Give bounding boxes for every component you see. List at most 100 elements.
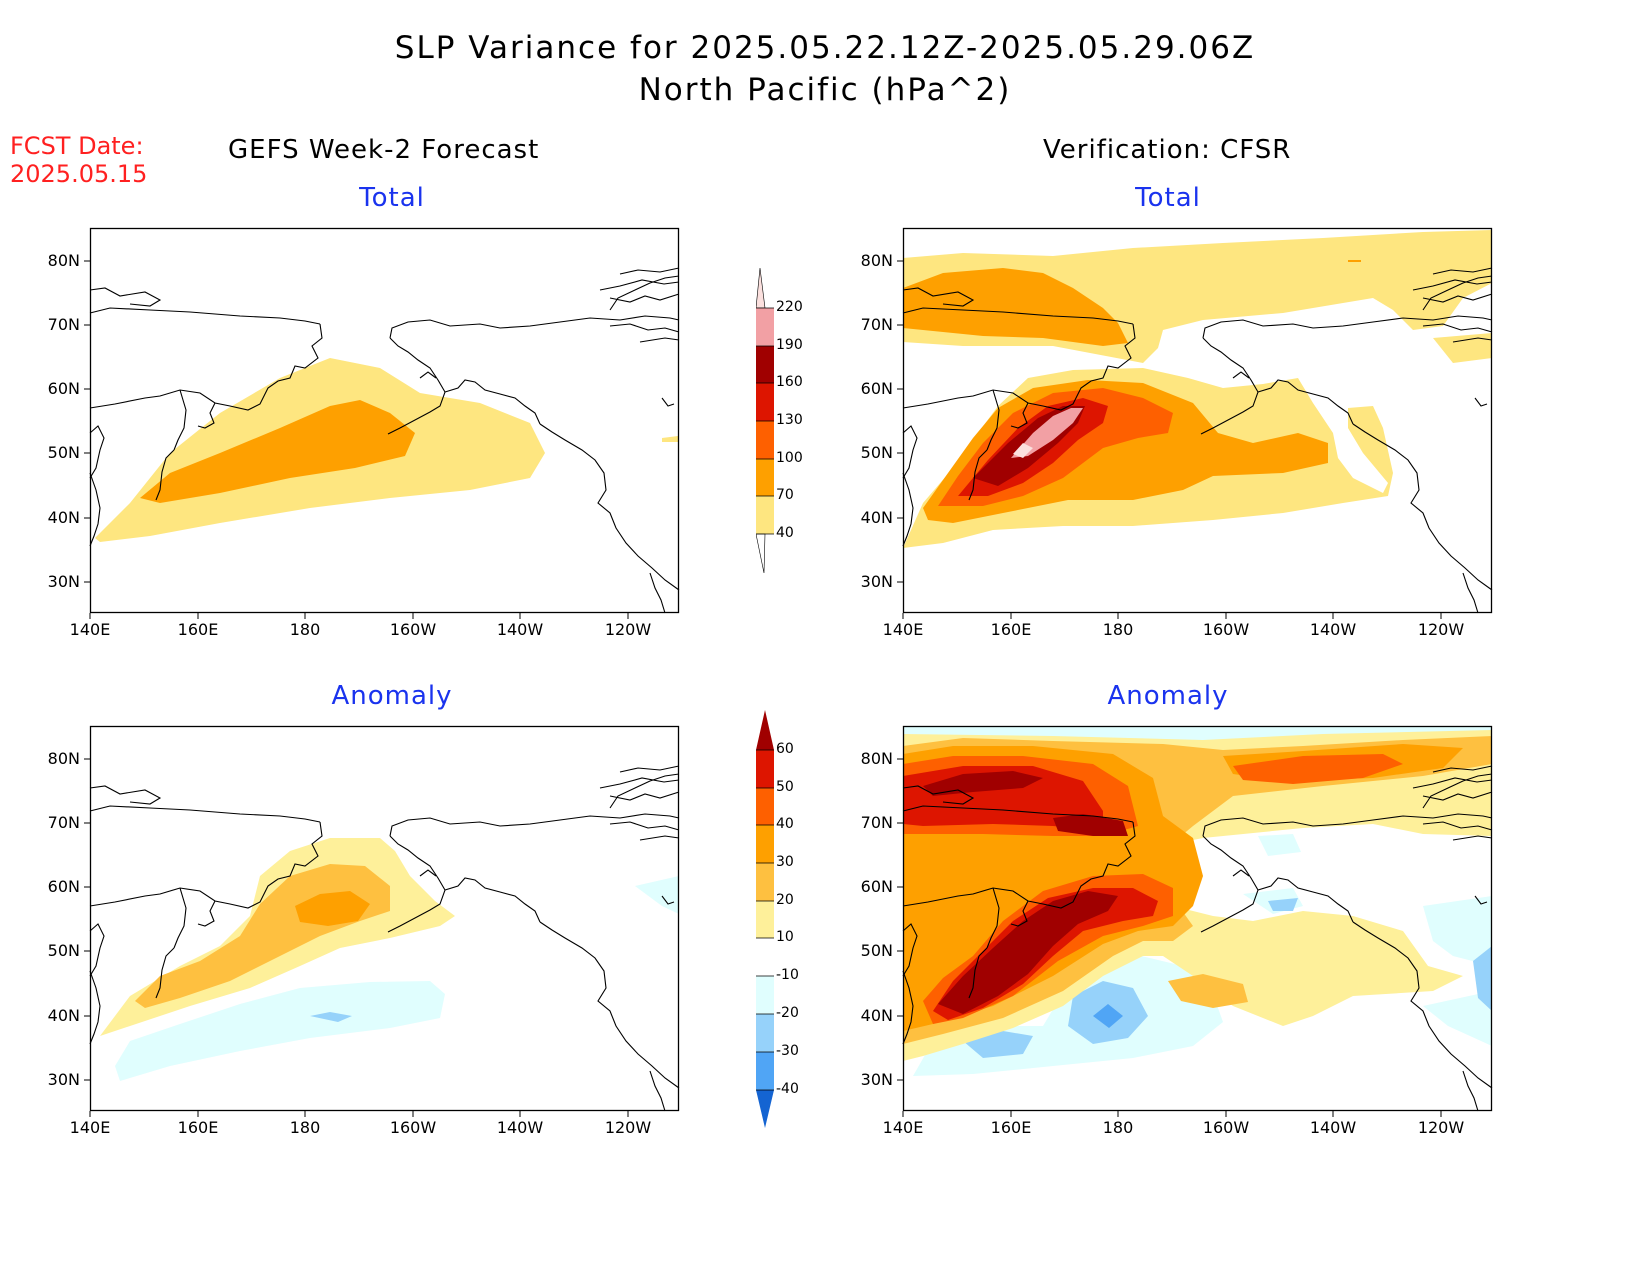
contour-fill [1423,896,1492,966]
contour-fill [310,1012,352,1022]
lat-label: 70N [47,813,80,832]
colorbar-swatch [756,496,774,534]
contour-fill [1473,946,1492,1011]
coastline [444,877,541,923]
colorbar-swatch [756,976,774,1014]
map-frame [902,725,1493,1112]
coastline [155,449,175,501]
colorbar-swatch [756,383,774,421]
coastline [1422,275,1493,311]
coastline [599,279,680,291]
colorbar-swatch [756,901,774,938]
panel-title-forecast-total: Total [359,183,425,213]
contour-fill [1268,898,1298,911]
contour-fill [1011,408,1083,458]
lon-label: 140E [882,620,924,639]
lon-label: 180 [289,620,321,639]
contour-fill [1093,1004,1123,1028]
contour-fill [662,436,678,442]
lon-label: 140E [69,1118,111,1137]
coastline [609,773,680,809]
map-frame [89,725,680,1112]
colorbar-swatch [755,533,766,574]
coastline [902,821,1136,909]
coastline [1422,773,1493,809]
coastline [639,835,680,841]
coastline [419,869,437,877]
colorbar-label: -40 [776,1081,799,1097]
lon-label: 140W [496,1118,544,1137]
lat-label: 50N [47,941,80,960]
coastline [1232,869,1250,877]
coastline [649,572,666,614]
coastline [1010,900,1029,927]
coastline [89,805,321,823]
map-canvas [897,227,1493,619]
coastline [89,307,321,325]
lon-label: 160W [389,620,437,639]
lat-label: 50N [47,443,80,462]
lon-label: 140W [1309,1118,1357,1137]
colorbar-label: -20 [776,1005,799,1021]
colorbar-label: 190 [776,337,803,353]
lat-label: 40N [47,1006,80,1025]
colorbar-label: 50 [776,779,794,795]
colorbar-swatch [756,346,774,383]
coastline [539,423,680,591]
coastline [1412,279,1493,291]
coastline [1352,423,1493,591]
coastline [1474,397,1488,407]
coastline [89,970,101,1045]
coastline [902,323,1136,411]
contour-fill [1013,443,1033,458]
coastline [1202,315,1493,339]
coastline [1474,895,1488,905]
colorbar-label: 40 [776,816,794,832]
contour-fill [115,981,445,1081]
colorbar-swatch [756,1014,774,1052]
coastline [968,947,988,999]
lon-label: 120W [604,1118,652,1137]
map-frame [902,227,1493,614]
colorbar-swatch [756,308,774,346]
contour-fill [1053,814,1128,836]
lon-label: 160E [990,1118,1032,1137]
fcst-date-value: 2025.05.15 [10,160,148,188]
coastline [1422,323,1493,333]
map-frame [89,227,680,614]
lat-label: 60N [860,877,893,896]
coastline [619,765,680,773]
map-verification-total: 80N 70N 60N 50N 40N 30N 140E 160E 180 160W 140W 120… [861,227,1493,639]
coastline [639,337,680,343]
colorbar-label: 20 [776,892,794,908]
coastline [1202,813,1493,837]
coastline [902,425,918,479]
lat-label: 30N [860,1070,893,1089]
contour-fill [635,876,679,914]
coastline [539,921,680,1089]
colorbar-canvas [755,267,774,574]
lat-label: 70N [47,315,80,334]
coastline [444,379,541,425]
coastline [1200,337,1259,435]
colorbar-swatch [756,1052,774,1090]
coastline [649,1070,666,1112]
coastline [89,472,101,547]
colorbar-swatch [756,750,774,788]
map-canvas [897,725,1493,1117]
map-forecast-total: 80N 70N 60N 50N 40N 30N 140E 160E 180 160W 140W 120… [48,227,680,639]
coastline [986,389,1000,451]
coastline [89,821,323,909]
coastline [902,472,914,547]
coastline [609,821,680,831]
coastline [609,323,680,333]
lon-label: 160W [1202,620,1250,639]
coastline [389,813,680,837]
lon-label: 140E [69,620,111,639]
coastline [197,402,216,429]
coastline [197,900,216,927]
lat-label: 70N [860,813,893,832]
coastline [599,777,680,789]
colorbar-total: 220 190 160 130 100 70 40 [755,267,816,578]
contour-fill [923,771,1043,796]
